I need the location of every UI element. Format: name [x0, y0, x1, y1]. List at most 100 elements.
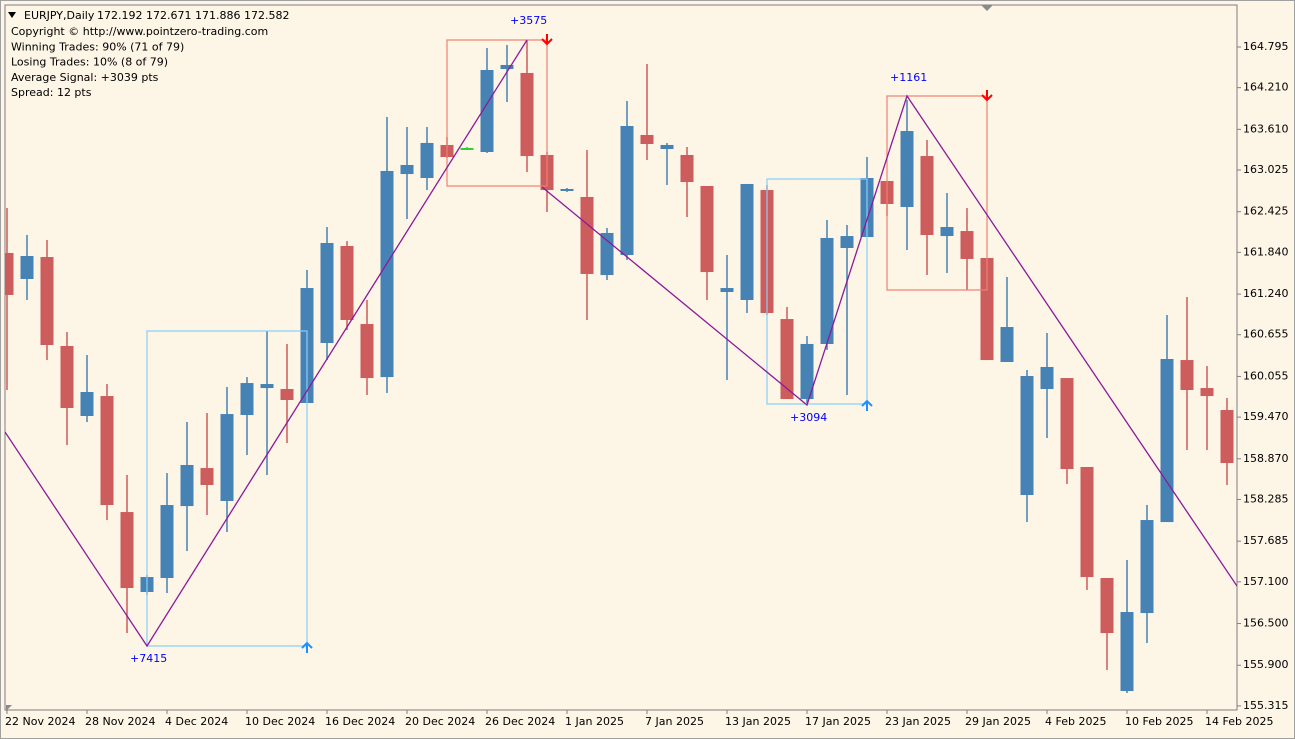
y-tick-label: 158.285: [1243, 492, 1289, 505]
candle-body: [420, 142, 434, 179]
x-tick-label: 7 Jan 2025: [645, 715, 704, 728]
sell-arrow: [981, 90, 993, 102]
candle-body: [520, 72, 534, 157]
candle-body: [280, 389, 294, 401]
trade-box: [766, 178, 868, 405]
sell-arrow: [541, 34, 553, 46]
y-tick-label: 156.500: [1243, 617, 1289, 630]
candle-body: [960, 231, 974, 259]
candle-body: [920, 156, 934, 235]
candle-body: [340, 245, 354, 321]
candle-body: [580, 196, 594, 274]
signal-overlay: [5, 34, 1237, 653]
candle-body: [1220, 410, 1234, 464]
y-tick-label: 163.025: [1243, 163, 1289, 176]
info-line: Average Signal: +3039 pts: [11, 71, 159, 84]
candle-body: [80, 392, 94, 416]
candle-body: [200, 468, 214, 486]
header-ohlc: 172.192 172.671 171.886 172.582: [97, 9, 289, 22]
y-tick-label: 155.900: [1243, 658, 1289, 671]
candle-body: [780, 319, 794, 400]
candle-body: [5, 252, 14, 295]
x-tick-label: 17 Jan 2025: [805, 715, 871, 728]
candle-body: [240, 383, 254, 416]
candle-body: [740, 183, 754, 300]
info-line: Winning Trades: 90% (71 of 79): [11, 40, 184, 53]
candle-body: [1080, 467, 1094, 578]
info-line: Spread: 12 pts: [11, 86, 92, 99]
candle-body: [1020, 376, 1034, 496]
x-tick-label: 16 Dec 2024: [325, 715, 395, 728]
candle-body: [500, 64, 514, 70]
candle-body: [40, 257, 54, 346]
x-tick-label: 22 Nov 2024: [5, 715, 75, 728]
candle-body: [180, 464, 194, 507]
y-tick-label: 161.240: [1243, 287, 1289, 300]
chart-title: EURJPY,Daily: [24, 9, 95, 22]
candle-body: [480, 69, 494, 153]
candles: [5, 40, 1234, 694]
candle-body: [660, 144, 674, 150]
x-tick-label: 4 Feb 2025: [1045, 715, 1106, 728]
zigzag-line: [5, 39, 528, 648]
x-tick-label: 23 Jan 2025: [885, 715, 951, 728]
candle-body: [640, 134, 654, 145]
y-tick-label: 163.610: [1243, 122, 1289, 135]
x-tick-label: 4 Dec 2024: [165, 715, 228, 728]
y-tick-label: 160.055: [1243, 369, 1289, 382]
candle-body: [680, 154, 694, 183]
trade-box: [446, 39, 548, 187]
trade-result: +1161: [890, 71, 927, 84]
x-tick-label: 14 Feb 2025: [1205, 715, 1273, 728]
candle-body: [400, 165, 414, 175]
buy-arrow: [301, 641, 313, 653]
x-tick-label: 1 Jan 2025: [565, 715, 624, 728]
x-tick-label: 28 Nov 2024: [85, 715, 155, 728]
candle-body: [1120, 611, 1134, 692]
y-tick-label: 157.685: [1243, 534, 1289, 547]
trade-result: +7415: [130, 652, 167, 665]
y-tick-label: 157.100: [1243, 575, 1289, 588]
info-line: Copyright © http://www.pointzero-trading…: [11, 25, 268, 38]
candle-body: [100, 396, 114, 506]
plot-frame: [4, 4, 1238, 711]
candle-body: [1180, 360, 1194, 390]
candle-body: [20, 255, 34, 279]
buy-arrow: [861, 399, 873, 411]
x-tick-label: 20 Dec 2024: [405, 715, 475, 728]
info-line: Losing Trades: 10% (8 of 79): [11, 56, 168, 69]
y-tick-label: 164.210: [1243, 81, 1289, 94]
candle-body: [840, 236, 854, 248]
candle-body: [900, 131, 914, 207]
x-tick-label: 26 Dec 2024: [485, 715, 555, 728]
candle-body: [120, 512, 134, 589]
candle-body: [620, 126, 634, 256]
info-panel: Copyright © http://www.pointzero-trading…: [11, 25, 268, 99]
candle-body: [1000, 327, 1014, 362]
candle-body: [320, 242, 334, 344]
x-tick-label: 13 Jan 2025: [725, 715, 791, 728]
candle-body: [820, 237, 834, 344]
candle-body: [380, 170, 394, 378]
candle-body: [1160, 358, 1174, 523]
scroll-marker: [6, 705, 12, 711]
y-tick-label: 160.655: [1243, 328, 1289, 341]
trade-box: [146, 330, 308, 647]
y-tick-label: 162.425: [1243, 205, 1289, 218]
candle-body: [800, 343, 814, 400]
candle-body: [220, 414, 234, 501]
candle-body: [700, 185, 714, 273]
candle-body: [720, 288, 734, 292]
y-tick-label: 158.870: [1243, 452, 1289, 465]
trade-result: +3094: [790, 411, 827, 424]
candle-body: [360, 324, 374, 379]
x-tick-label: 29 Jan 2025: [965, 715, 1031, 728]
candle-body: [1200, 388, 1214, 397]
candle-body: [1060, 378, 1074, 470]
candle-body: [980, 258, 994, 361]
y-tick-label: 159.470: [1243, 410, 1289, 423]
candle-body: [1040, 366, 1054, 390]
symbol-menu[interactable]: [8, 12, 16, 18]
